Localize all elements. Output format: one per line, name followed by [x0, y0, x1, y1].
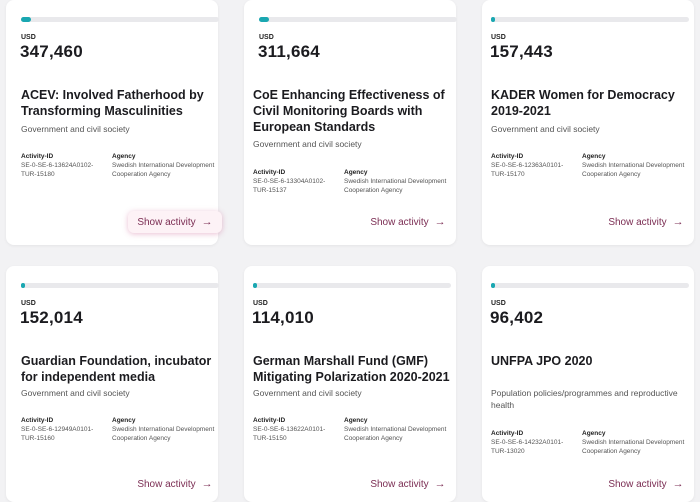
activity-id-value: SE-0-SE-6-12363A0101-TUR-15170 — [491, 162, 564, 178]
agency-label: Agency — [344, 417, 368, 424]
activity-title: Guardian Foundation, incubator for indep… — [21, 354, 212, 384]
progress-bar-fill — [491, 283, 495, 288]
show-activity-button[interactable]: Show activity → — [364, 473, 452, 495]
activity-id-value: SE-0-SE-6-13624A0102-TUR-15180 — [21, 162, 94, 178]
show-activity-button[interactable]: Show activity → — [128, 473, 222, 495]
progress-bar-fill — [259, 17, 269, 22]
activity-card: USD 96,402 UNFPA JPO 2020 Population pol… — [482, 266, 694, 502]
agency-label: Agency — [344, 169, 368, 176]
show-activity-label: Show activity — [608, 478, 667, 490]
progress-bar — [491, 17, 689, 22]
progress-bar — [253, 283, 451, 288]
currency-label: USD — [253, 300, 268, 307]
arrow-right-icon: → — [434, 216, 446, 228]
currency-label: USD — [491, 300, 506, 307]
progress-bar-fill — [21, 283, 25, 288]
show-activity-button[interactable]: Show activity → — [364, 211, 452, 233]
show-activity-label: Show activity — [370, 216, 429, 228]
currency-label: USD — [21, 34, 36, 41]
amount: 157,443 — [490, 42, 553, 61]
activity-card: USD 347,460 ACEV: Involved Fatherhood by… — [6, 0, 222, 245]
activity-title: ACEV: Involved Fatherhood by Transformin… — [21, 88, 204, 118]
activity-card: USD 114,010 German Marshall Fund (GMF) M… — [244, 266, 456, 502]
amount: 96,402 — [490, 308, 544, 327]
arrow-right-icon: → — [434, 478, 446, 490]
agency-value: Swedish International Development Cooper… — [112, 162, 215, 178]
agency-label: Agency — [582, 430, 606, 437]
currency-label: USD — [21, 300, 36, 307]
sector: Government and civil society — [491, 124, 600, 134]
show-activity-button[interactable]: Show activity → — [128, 211, 222, 233]
progress-bar — [21, 283, 219, 288]
show-activity-button[interactable]: Show activity → — [602, 211, 690, 233]
agency-value: Swedish International Development Cooper… — [344, 426, 447, 442]
agency-value: Swedish International Development Cooper… — [582, 439, 685, 455]
activity-id-label: Activity-ID — [253, 169, 286, 176]
arrow-right-icon: → — [201, 478, 213, 490]
progress-bar — [491, 283, 689, 288]
activity-title: UNFPA JPO 2020 — [491, 354, 593, 368]
activity-title: KADER Women for Democracy 2019-2021 — [491, 88, 675, 118]
sector: Government and civil society — [21, 124, 130, 134]
activity-id-value: SE-0-SE-6-12949A0101-TUR-15160 — [21, 426, 94, 442]
amount: 311,664 — [258, 42, 320, 61]
activity-id-label: Activity-ID — [21, 417, 54, 424]
amount: 347,460 — [20, 42, 83, 61]
activity-card: USD 152,014 Guardian Foundation, incubat… — [6, 266, 219, 502]
activity-title: CoE Enhancing Effectiveness of Civil Mon… — [253, 88, 445, 134]
show-activity-button[interactable]: Show activity → — [602, 473, 690, 495]
sector: Population policies/programmes and repro… — [491, 388, 678, 410]
activity-id-label: Activity-ID — [491, 430, 524, 437]
amount: 152,014 — [20, 308, 83, 327]
agency-label: Agency — [112, 153, 136, 160]
show-activity-label: Show activity — [370, 478, 429, 490]
activity-card: USD 311,664 CoE Enhancing Effectiveness … — [244, 0, 457, 245]
activity-title: German Marshall Fund (GMF) Mitigating Po… — [253, 354, 450, 384]
activity-id-value: SE-0-SE-6-13304A0102-TUR-15137 — [253, 178, 326, 194]
activity-id-value: SE-0-SE-6-13622A0101-TUR-15150 — [253, 426, 326, 442]
agency-value: Swedish International Development Cooper… — [112, 426, 215, 442]
activity-id-value: SE-0-SE-6-14232A0101-TUR-13020 — [491, 439, 564, 455]
arrow-right-icon: → — [672, 216, 684, 228]
progress-bar — [259, 17, 457, 22]
amount: 114,010 — [252, 308, 314, 327]
progress-bar — [21, 17, 219, 22]
progress-bar-fill — [21, 17, 31, 22]
show-activity-label: Show activity — [137, 216, 196, 228]
agency-value: Swedish International Development Cooper… — [344, 178, 447, 194]
agency-value: Swedish International Development Cooper… — [582, 162, 685, 178]
sector: Government and civil society — [21, 388, 130, 398]
activity-id-label: Activity-ID — [491, 153, 524, 160]
sector: Government and civil society — [253, 388, 362, 398]
arrow-right-icon: → — [201, 216, 213, 228]
activity-card: USD 157,443 KADER Women for Democracy 20… — [482, 0, 694, 245]
activity-id-label: Activity-ID — [21, 153, 54, 160]
sector: Government and civil society — [253, 139, 362, 149]
activity-id-label: Activity-ID — [253, 417, 286, 424]
currency-label: USD — [259, 34, 274, 41]
arrow-right-icon: → — [672, 478, 684, 490]
show-activity-label: Show activity — [608, 216, 667, 228]
currency-label: USD — [491, 34, 506, 41]
progress-bar-fill — [491, 17, 495, 22]
agency-label: Agency — [582, 153, 606, 160]
agency-label: Agency — [112, 417, 136, 424]
progress-bar-fill — [253, 283, 257, 288]
show-activity-label: Show activity — [137, 478, 196, 490]
